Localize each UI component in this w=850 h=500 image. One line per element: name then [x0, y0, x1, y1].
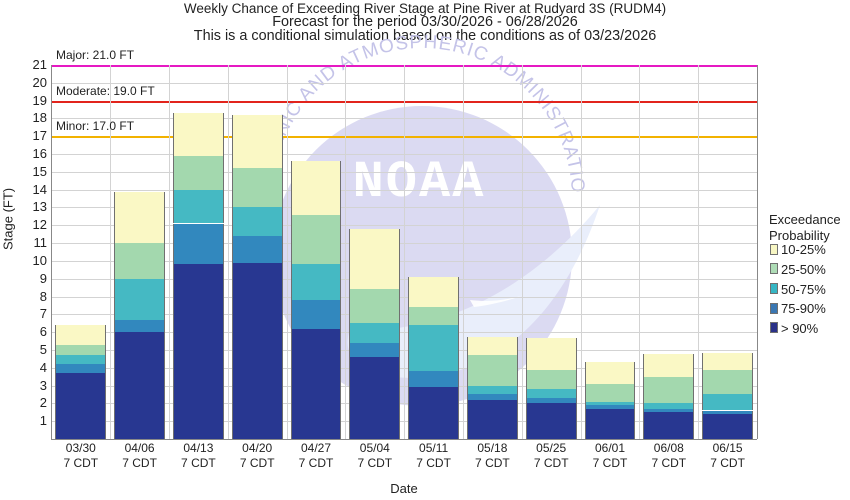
svg-text:NOAA: NOAA — [353, 153, 486, 212]
